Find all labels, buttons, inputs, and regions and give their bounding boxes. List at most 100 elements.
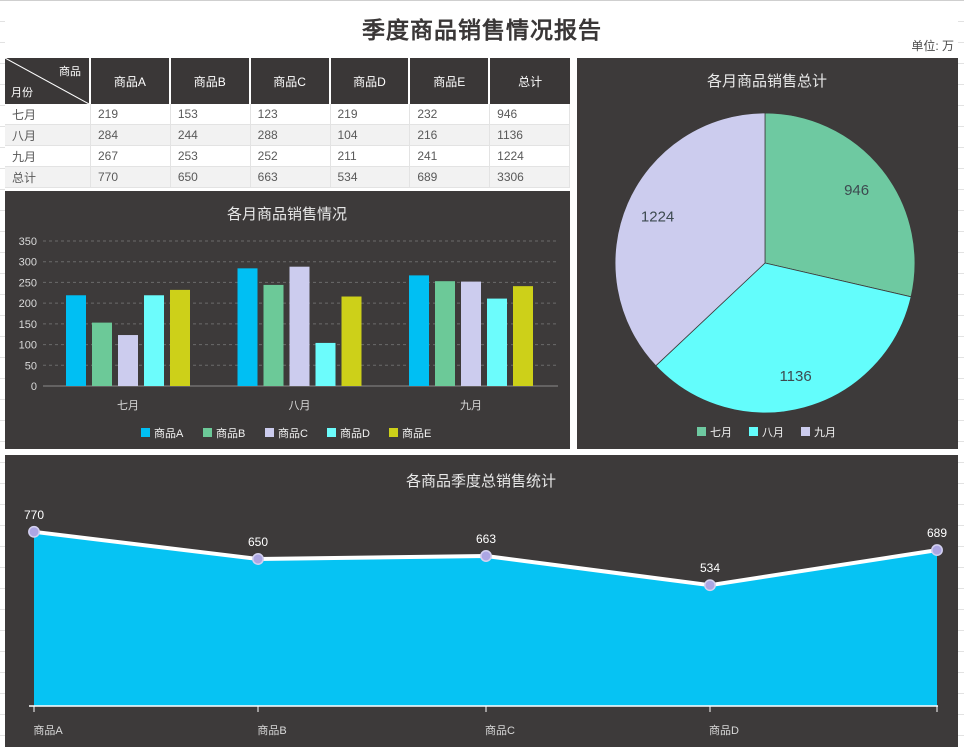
data-point-商品D[interactable] (704, 579, 716, 592)
pie-data-label: 1136 (779, 368, 811, 385)
pie-data-label: 1224 (641, 209, 674, 226)
legend-swatch (749, 427, 758, 436)
sales-table: 商品 月份 商品A 商品B 商品C 商品D 商品E 总计 七月 219 153 123 219 232 94… (5, 58, 570, 188)
table-cell[interactable]: 288 (250, 125, 331, 146)
table-cell[interactable]: 689 (410, 167, 491, 188)
left-gridline-strip (0, 1, 5, 750)
table-header-cell[interactable]: 总计 (490, 58, 570, 104)
bar-商品D-七月[interactable] (144, 295, 164, 386)
table-cell[interactable]: 153 (170, 104, 251, 125)
bar-商品E-七月[interactable] (170, 289, 190, 386)
legend-label: 商品D (340, 426, 370, 440)
data-point-商品B[interactable] (252, 553, 264, 565)
table-cell[interactable]: 219 (330, 104, 411, 125)
area-chart-panel[interactable]: 各商品季度总销售统计 770 商品A 650 商品B 663 商品C 534 商品D 689 (5, 455, 958, 747)
table-cell[interactable]: 1224 (490, 146, 570, 167)
legend-swatch (203, 428, 212, 437)
data-point-商品C[interactable] (480, 550, 492, 562)
table-cell[interactable]: 946 (490, 104, 570, 125)
table-header-cell[interactable]: 商品A (91, 58, 171, 104)
bar-商品E-八月[interactable] (341, 296, 362, 386)
table-cell[interactable]: 534 (330, 167, 411, 188)
bar-商品A-八月[interactable] (237, 268, 258, 386)
bar-商品B-八月[interactable] (263, 284, 284, 386)
area-data-label: 663 (476, 532, 496, 546)
legend-label: 商品A (154, 426, 184, 440)
pie-slice-八月[interactable] (655, 262, 912, 414)
table-cell[interactable]: 252 (250, 146, 331, 167)
x-axis-category-label: 商品D (709, 723, 739, 737)
x-axis-category-label: 九月 (460, 399, 482, 412)
legend-label: 九月 (814, 426, 836, 439)
table-cell[interactable]: 241 (410, 146, 491, 167)
data-point-商品E[interactable] (931, 544, 943, 557)
legend-swatch (389, 428, 398, 437)
area-chart: 各商品季度总销售统计 770 商品A 650 商品B 663 商品C 534 商品D 689 (24, 473, 947, 737)
legend-swatch (801, 427, 810, 436)
bar-商品B-七月[interactable] (92, 322, 112, 386)
table-cell[interactable]: 123 (250, 104, 331, 125)
table-cell[interactable]: 3306 (490, 167, 570, 188)
y-axis-tick-label: 300 (19, 257, 37, 269)
table-cell[interactable]: 267 (91, 146, 171, 167)
bar-商品C-八月[interactable] (289, 266, 310, 386)
legend-swatch (327, 428, 336, 437)
table-cell[interactable]: 663 (250, 167, 331, 188)
bar-商品A-七月[interactable] (66, 295, 86, 386)
area-data-label: 534 (700, 561, 720, 575)
table-row-label[interactable]: 七月 (5, 104, 91, 125)
table-cell[interactable]: 211 (330, 146, 411, 167)
right-gridline-strip (958, 1, 964, 750)
legend-label: 商品B (216, 426, 245, 440)
table-cell[interactable]: 1136 (490, 125, 570, 146)
legend-swatch (265, 428, 274, 437)
y-axis-tick-label: 200 (19, 298, 37, 310)
area-fill[interactable] (34, 531, 937, 706)
bar-chart-panel[interactable]: 各月商品销售情况 0 50 100 150 200 250 300 350 七月 八月 九月 商品A 商品… (5, 191, 570, 449)
y-axis-tick-label: 150 (19, 319, 37, 331)
y-axis-tick-label: 50 (25, 360, 37, 372)
area-chart-title: 各商品季度总销售统计 (406, 473, 556, 490)
diagonal-divider (5, 58, 89, 104)
x-axis-category-label: 商品B (257, 723, 286, 737)
data-point-商品A[interactable] (28, 525, 40, 538)
y-axis-tick-label: 100 (19, 340, 37, 352)
pie-slice-九月[interactable] (614, 112, 766, 367)
table-cell[interactable]: 244 (170, 125, 251, 146)
pie-slice-七月[interactable] (764, 112, 916, 298)
corner-label-product: 商品 (59, 66, 81, 78)
bar-商品D-八月[interactable] (315, 342, 336, 386)
bar-商品D-九月[interactable] (487, 298, 507, 386)
bar-chart-title: 各月商品销售情况 (227, 206, 347, 223)
bar-商品C-七月[interactable] (118, 335, 138, 386)
area-data-label: 650 (248, 535, 268, 549)
table-header-cell[interactable]: 商品B (170, 58, 251, 104)
table-header-cell[interactable]: 商品C (250, 58, 331, 104)
table-header-cell[interactable]: 商品D (330, 58, 411, 104)
table-cell[interactable]: 219 (91, 104, 171, 125)
table-cell[interactable]: 104 (330, 125, 411, 146)
table-header-cell[interactable]: 商品E (410, 58, 491, 104)
x-axis-category-label: 商品A (33, 723, 63, 737)
legend-label: 八月 (762, 427, 784, 439)
table-cell[interactable]: 253 (170, 146, 251, 167)
bar-商品A-九月[interactable] (409, 275, 429, 386)
y-axis-tick-label: 250 (19, 277, 37, 289)
bar-商品E-九月[interactable] (513, 286, 533, 386)
table-row-label[interactable]: 八月 (5, 125, 91, 146)
area-data-label: 770 (24, 508, 44, 522)
table-cell[interactable]: 284 (91, 125, 171, 146)
table-cell[interactable]: 770 (91, 167, 171, 188)
bar-商品B-九月[interactable] (435, 281, 455, 386)
page-title: 季度商品销售情况报告 (362, 17, 602, 43)
pie-chart-panel[interactable]: 各月商品销售总计 946 1136 1224 七月 八月 九月 (577, 58, 958, 449)
legend-label: 七月 (710, 426, 732, 439)
table-corner-cell[interactable]: 商品 月份 (5, 58, 91, 104)
table-cell[interactable]: 232 (410, 104, 491, 125)
table-row-label[interactable]: 总计 (5, 167, 91, 188)
bar-商品C-九月[interactable] (461, 281, 481, 386)
table-cell[interactable]: 650 (170, 167, 251, 188)
table-row-label[interactable]: 九月 (5, 146, 91, 167)
table-cell[interactable]: 216 (410, 125, 491, 146)
